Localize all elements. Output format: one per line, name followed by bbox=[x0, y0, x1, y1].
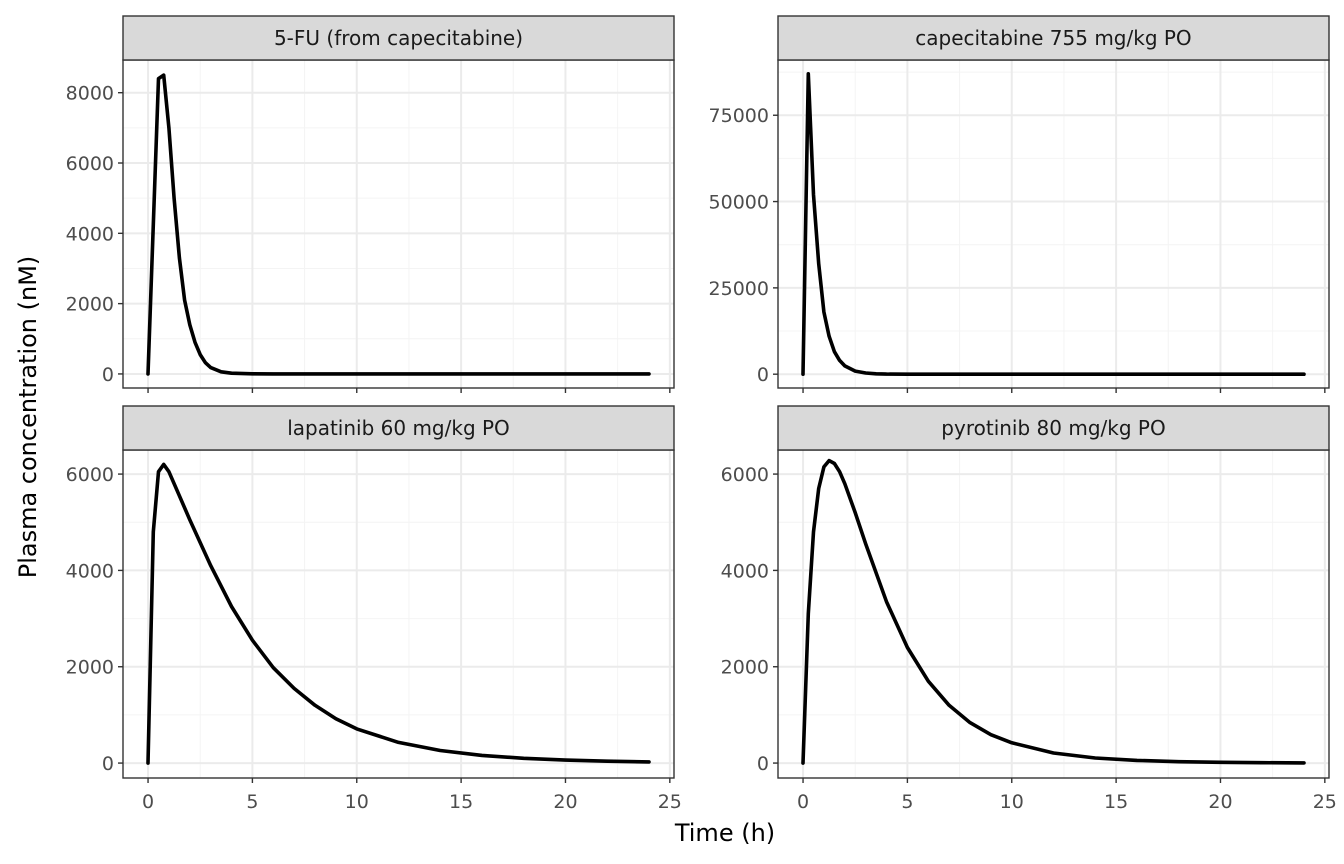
concentration-line bbox=[146, 73, 651, 376]
facet-panel: pyrotinib 80 mg/kg PO 0 2000 4000 6000 0 5 10 15… bbox=[721, 405, 1337, 813]
facet-strip bbox=[122, 15, 675, 61]
x-tick-label: 10 bbox=[345, 791, 369, 813]
facet-strip bbox=[777, 405, 1330, 451]
y-axis-title: Plasma concentration (nM) bbox=[14, 256, 42, 579]
y-tick-label: 6000 bbox=[721, 464, 769, 486]
concentration-line bbox=[801, 72, 1306, 377]
y-tick-label: 2000 bbox=[721, 657, 769, 679]
y-tick-label: 4000 bbox=[66, 223, 114, 245]
x-tick-label: 10 bbox=[1000, 791, 1024, 813]
y-tick-label: 8000 bbox=[66, 83, 114, 105]
y-tick-label: 0 bbox=[757, 753, 769, 775]
y-tick-label: 75000 bbox=[709, 105, 769, 127]
facet-panel: capecitabine 755 mg/kg PO 0 25000 50000 7500… bbox=[709, 15, 1330, 393]
y-tick-label: 50000 bbox=[709, 192, 769, 214]
facet-panel: 5-FU (from capecitabine) 0 2000 4000 6000 800… bbox=[66, 15, 675, 393]
x-tick-label: 0 bbox=[142, 791, 154, 813]
panel-background bbox=[778, 60, 1329, 388]
x-tick-label: 5 bbox=[246, 791, 258, 813]
panel-background bbox=[123, 450, 674, 778]
y-tick-label: 6000 bbox=[66, 464, 114, 486]
facet-strip bbox=[122, 405, 675, 451]
y-tick-label: 2000 bbox=[66, 657, 114, 679]
concentration-line bbox=[801, 458, 1306, 765]
facet-strip-label: lapatinib 60 mg/kg PO bbox=[287, 416, 510, 440]
y-tick-label: 0 bbox=[102, 364, 114, 386]
x-tick-label: 25 bbox=[1313, 791, 1337, 813]
y-tick-label: 0 bbox=[757, 364, 769, 386]
x-tick-label: 20 bbox=[1208, 791, 1232, 813]
facet-strip-label: 5-FU (from capecitabine) bbox=[274, 26, 523, 50]
panel-background bbox=[778, 450, 1329, 778]
y-tick-label: 4000 bbox=[66, 560, 114, 582]
x-tick-label: 0 bbox=[797, 791, 809, 813]
facet-strip bbox=[777, 15, 1330, 61]
x-tick-label: 25 bbox=[658, 791, 682, 813]
x-tick-label: 5 bbox=[901, 791, 913, 813]
y-tick-label: 6000 bbox=[66, 153, 114, 175]
y-tick-label: 0 bbox=[102, 753, 114, 775]
x-axis-title: Time (h) bbox=[674, 819, 775, 847]
x-tick-label: 15 bbox=[1104, 791, 1128, 813]
concentration-line bbox=[146, 462, 651, 765]
x-tick-label: 20 bbox=[553, 791, 577, 813]
facet-strip-label: pyrotinib 80 mg/kg PO bbox=[941, 416, 1165, 440]
x-tick-label: 15 bbox=[449, 791, 473, 813]
panel-background bbox=[123, 60, 674, 388]
y-tick-label: 2000 bbox=[66, 294, 114, 316]
y-tick-label: 4000 bbox=[721, 560, 769, 582]
facet-panels: 5-FU (from capecitabine)0200040006000800… bbox=[66, 15, 1337, 813]
facet-panel: lapatinib 60 mg/kg PO 0 2000 4000 6000 0 5 10 15… bbox=[66, 405, 682, 813]
y-tick-label: 25000 bbox=[709, 278, 769, 300]
facet-strip-label: capecitabine 755 mg/kg PO bbox=[915, 26, 1191, 50]
